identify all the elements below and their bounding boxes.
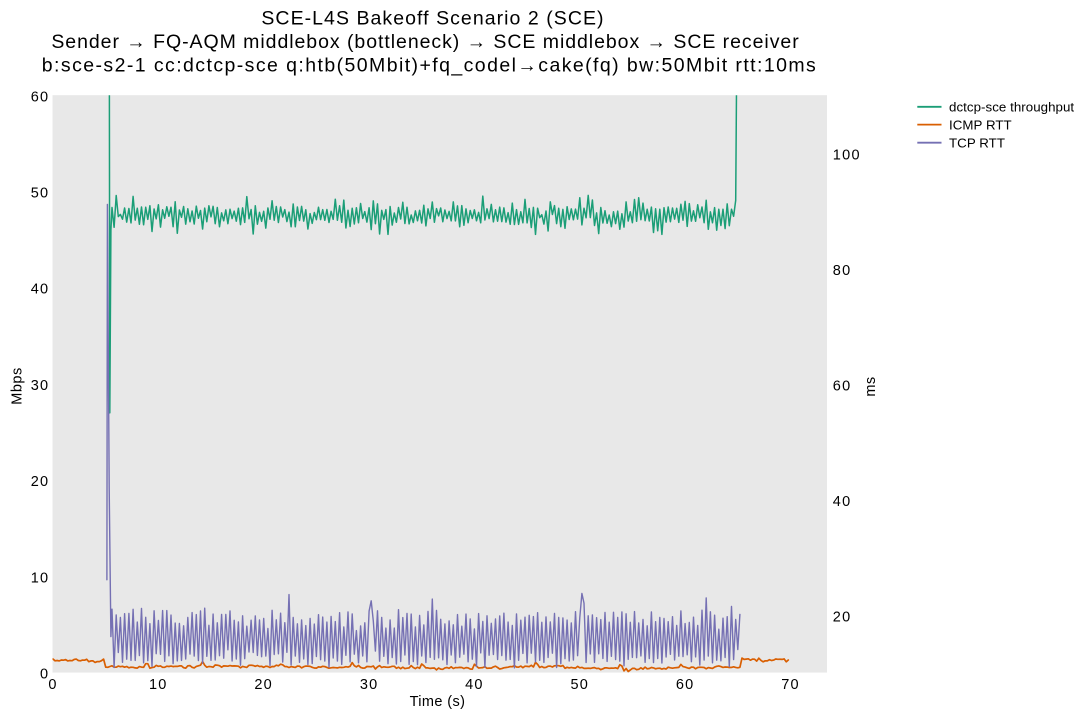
svg-text:TCP RTT: TCP RTT: [949, 135, 1005, 150]
svg-text:b:sce-s2-1 cc:dctcp-sce q:htb(: b:sce-s2-1 cc:dctcp-sce q:htb(50Mbit)+fq…: [42, 55, 817, 77]
svg-text:Sender → FQ-AQM middlebox (bot: Sender → FQ-AQM middlebox (bottleneck) →…: [51, 31, 799, 53]
svg-text:10: 10: [31, 570, 50, 586]
svg-text:50: 50: [31, 186, 50, 202]
svg-text:30: 30: [31, 378, 50, 394]
svg-text:40: 40: [31, 282, 50, 298]
svg-text:30: 30: [360, 677, 379, 693]
svg-text:40: 40: [465, 677, 484, 693]
svg-text:70: 70: [781, 677, 800, 693]
svg-text:40: 40: [833, 494, 852, 510]
svg-text:100: 100: [833, 147, 861, 163]
svg-text:60: 60: [833, 379, 852, 395]
svg-text:dctcp-sce throughput: dctcp-sce throughput: [949, 100, 1074, 115]
svg-text:20: 20: [31, 474, 50, 490]
svg-text:Mbps: Mbps: [10, 367, 26, 404]
svg-text:ms: ms: [863, 376, 879, 396]
svg-text:0: 0: [48, 677, 57, 693]
svg-text:ICMP RTT: ICMP RTT: [949, 117, 1012, 132]
svg-text:20: 20: [254, 677, 273, 693]
svg-text:60: 60: [676, 677, 695, 693]
svg-text:50: 50: [571, 677, 590, 693]
svg-text:60: 60: [31, 89, 50, 105]
svg-text:10: 10: [149, 677, 168, 693]
svg-text:20: 20: [833, 610, 852, 626]
svg-text:80: 80: [833, 263, 852, 279]
svg-text:SCE-L4S Bakeoff Scenario 2 (SC: SCE-L4S Bakeoff Scenario 2 (SCE): [261, 7, 604, 29]
svg-text:0: 0: [40, 666, 49, 682]
svg-text:Time (s): Time (s): [410, 694, 466, 710]
